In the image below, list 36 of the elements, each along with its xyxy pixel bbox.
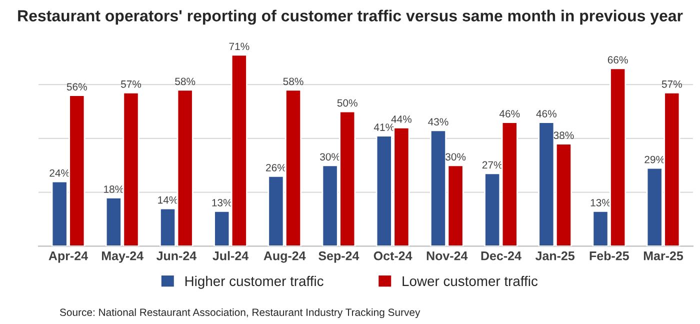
- data-label: 66%: [608, 56, 628, 64]
- source-note: Source: National Restaurant Association, Restaurant Industry Tracking Survey: [60, 308, 420, 318]
- x-tick-label: Nov-24: [426, 251, 468, 260]
- data-label: 44%: [391, 116, 412, 123]
- legend-label: Lower customer traffic: [402, 276, 538, 286]
- data-label: 71%: [229, 42, 250, 50]
- x-tick-label: Oct-24: [374, 251, 412, 260]
- data-label: 58%: [175, 78, 196, 86]
- data-label: 46%: [536, 110, 556, 118]
- chart-title: Restaurant operators' reporting of customer traffic versus same month in previous year: [18, 10, 683, 25]
- data-label: 38%: [554, 132, 574, 140]
- data-label: 43%: [428, 118, 448, 126]
- x-tick-label: Apr-24: [48, 251, 88, 263]
- x-tick-label: Jun-24: [156, 251, 197, 260]
- data-label: 24%: [50, 169, 70, 177]
- data-label: 50%: [337, 99, 358, 107]
- data-label: 13%: [590, 199, 611, 206]
- x-tick-label: Dec-24: [481, 251, 522, 260]
- x-tick-label: Jan-25: [535, 251, 575, 260]
- data-label: 30%: [446, 153, 466, 161]
- x-tick-label: Aug-24: [264, 251, 306, 263]
- data-label: 18%: [104, 186, 124, 193]
- data-label: 57%: [120, 80, 142, 88]
- x-tick-label: Sep-24: [318, 251, 360, 263]
- x-tick-label: Jul-24: [212, 251, 249, 260]
- data-label: 41%: [374, 124, 394, 131]
- data-label: 57%: [662, 80, 682, 88]
- data-label: 56%: [66, 83, 87, 91]
- legend-label: Higher customer traffic: [185, 276, 324, 289]
- x-tick-label: May-24: [102, 251, 144, 263]
- data-label: 46%: [499, 110, 520, 118]
- x-tick-label: Feb-25: [590, 251, 629, 260]
- data-label: 30%: [320, 153, 340, 161]
- data-label: 58%: [283, 78, 304, 86]
- x-tick-label: Mar-25: [644, 251, 684, 260]
- data-label: 29%: [644, 156, 665, 164]
